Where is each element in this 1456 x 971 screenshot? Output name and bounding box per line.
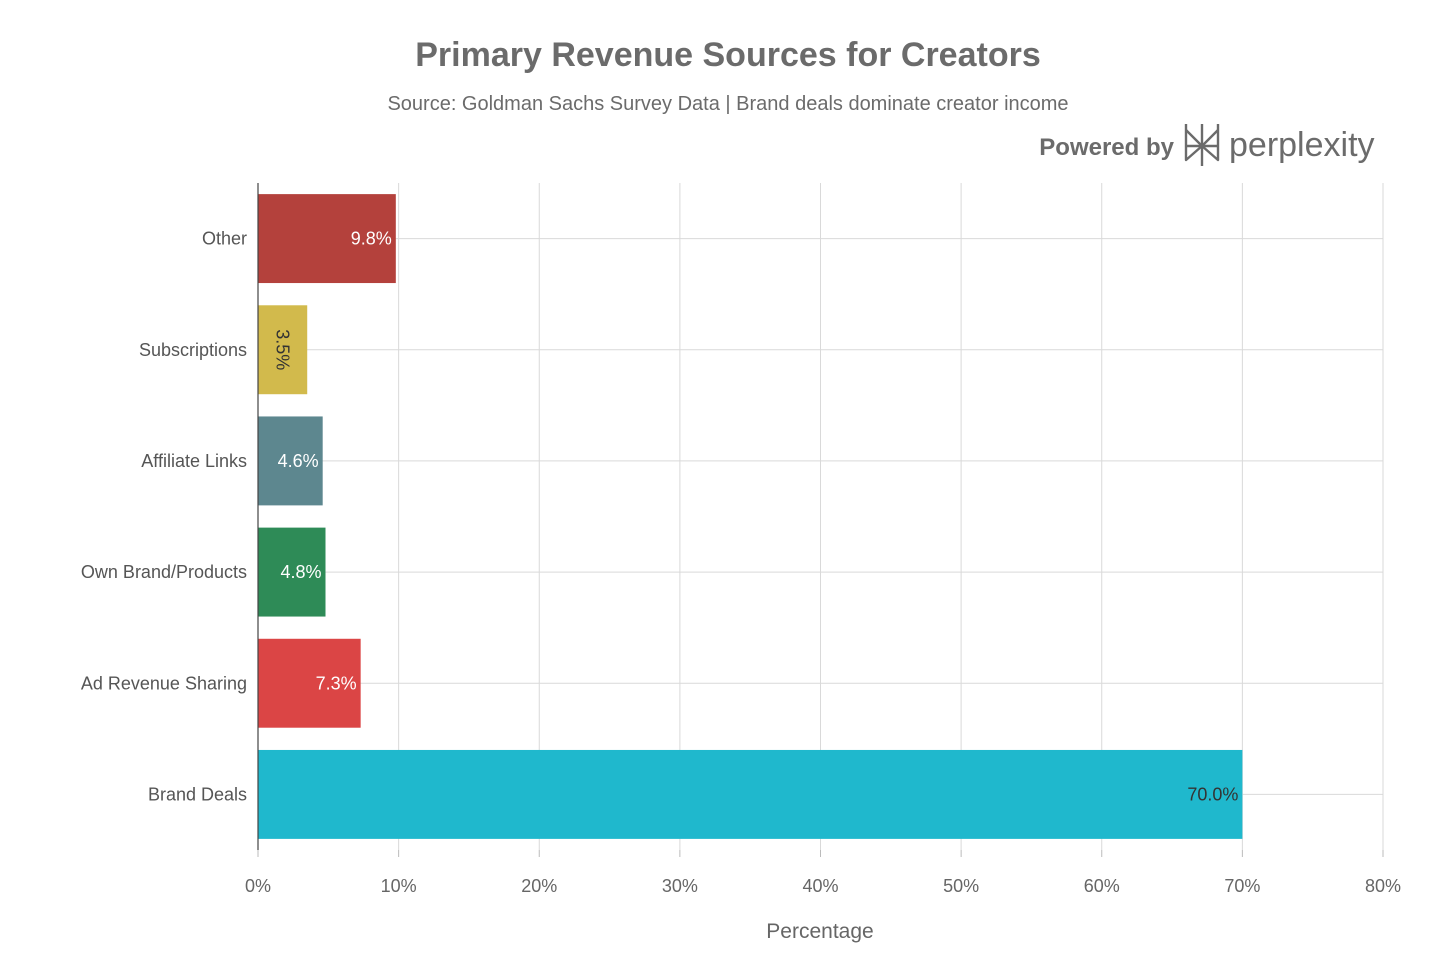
x-tick-label: 0% [245,876,271,896]
category-label: Subscriptions [139,340,247,360]
x-tick-label: 20% [521,876,557,896]
bar [258,305,308,395]
brand-name: perplexity [1229,126,1375,164]
x-tick-label: 50% [943,876,979,896]
bar [258,194,396,284]
bar-value-label: 70.0% [1187,784,1238,804]
x-tick-label: 30% [662,876,698,896]
category-label: Affiliate Links [141,451,247,471]
bars: 70.0% 7.3% 4.8% 4.6% 3.5% 9.8% [258,194,1243,839]
bar [258,638,361,728]
x-gridlines [398,183,1384,850]
category-label: Brand Deals [148,784,247,804]
x-axis-title: Percentage [766,920,873,943]
category-label: Ad Revenue Sharing [81,673,247,693]
x-tick-labels: 0% 10% 20% 30% 40% 50% 60% 70% 80% [245,850,1401,896]
category-labels: Brand Deals Ad Revenue Sharing Own Brand/P… [81,229,247,805]
bar-value-label: 4.6% [278,451,319,471]
bar [258,749,1243,839]
powered-by-text: Powered by [1039,134,1174,161]
bar-value-label: 3.5% [273,329,293,370]
bar-value-label: 7.3% [316,673,357,693]
bar-value-label: 9.8% [351,229,392,249]
x-tick-label: 40% [802,876,838,896]
bar-value-label: 4.8% [280,562,321,582]
chart-subtitle: Source: Goldman Sachs Survey Data | Bran… [387,93,1068,115]
x-tick-label: 70% [1224,876,1260,896]
perplexity-logo-icon [1184,124,1220,166]
x-tick-label: 10% [381,876,417,896]
x-tick-label: 80% [1365,876,1401,896]
bar [258,527,326,617]
category-label: Other [202,229,247,249]
bar [258,416,323,506]
x-tick-label: 60% [1084,876,1120,896]
chart-title: Primary Revenue Sources for Creators [415,36,1040,74]
powered-by-badge: Powered by perplexity [1039,124,1375,166]
category-label: Own Brand/Products [81,562,247,582]
